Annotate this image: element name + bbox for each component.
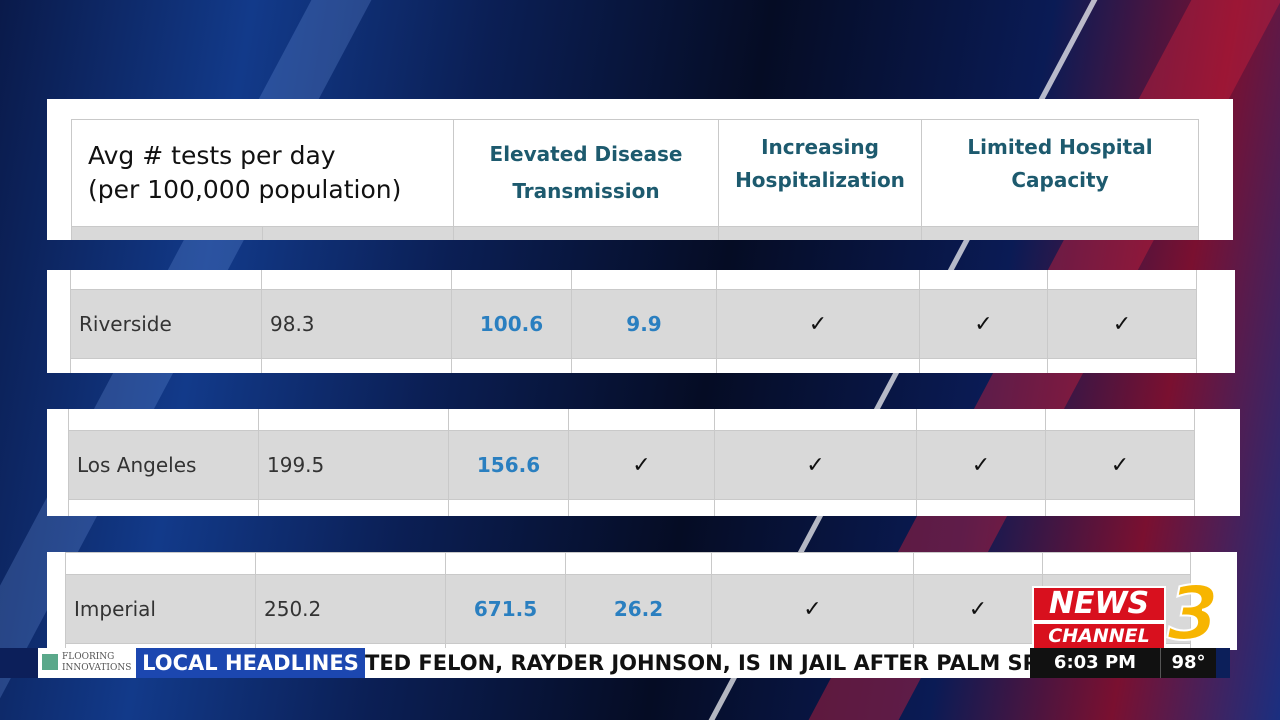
sponsor-line: FLOORING bbox=[62, 652, 115, 662]
table-cell: 156.6 bbox=[448, 430, 569, 500]
cell-top bbox=[568, 409, 715, 431]
header-line: Increasing bbox=[761, 135, 879, 159]
table-cell: 98.3 bbox=[261, 289, 452, 359]
cell-top bbox=[714, 409, 917, 431]
table-cell: 199.5 bbox=[258, 430, 449, 500]
ticker: FLOORING INNOVATIONS LOCAL HEADLINES TED… bbox=[0, 648, 1230, 678]
header-line: Avg # tests per day bbox=[88, 141, 336, 170]
row-panel: Los Angeles 199.5 156.6 ✓ ✓ ✓ ✓ bbox=[47, 409, 1240, 516]
header-cell: Avg # tests per day (per 100,000 populat… bbox=[71, 119, 454, 227]
logo: NEWS CHANNEL 3 bbox=[1030, 576, 1225, 652]
cell-top bbox=[711, 552, 914, 575]
cell-bottom bbox=[451, 358, 572, 373]
cell-top bbox=[261, 270, 452, 290]
cell-top bbox=[916, 409, 1046, 431]
table-cell: ✓ bbox=[916, 430, 1046, 500]
cell-top bbox=[716, 270, 920, 290]
table-cell: ✓ bbox=[1045, 430, 1195, 500]
table-cell: ✓ bbox=[714, 430, 917, 500]
strip bbox=[921, 226, 1199, 240]
table-cell: ✓ bbox=[1047, 289, 1197, 359]
cell-bottom bbox=[1045, 499, 1195, 516]
sponsor: FLOORING INNOVATIONS bbox=[38, 648, 136, 678]
header-cell: Limited Hospital Capacity bbox=[921, 119, 1199, 227]
sponsor-line: INNOVATIONS bbox=[62, 663, 132, 673]
cell-top bbox=[1047, 270, 1197, 290]
county: Imperial bbox=[65, 574, 256, 644]
cell-top bbox=[571, 270, 717, 290]
cell-top bbox=[448, 409, 569, 431]
header-line: Limited Hospital bbox=[967, 135, 1153, 159]
cell-bottom bbox=[261, 358, 452, 373]
time: 6:03 PM bbox=[1030, 648, 1160, 678]
cell-top bbox=[68, 409, 259, 431]
cell-top bbox=[565, 552, 712, 575]
cell-bottom bbox=[448, 499, 569, 516]
header-cell: Increasing Hospitalization bbox=[718, 119, 922, 227]
table-cell: ✓ bbox=[913, 574, 1043, 644]
header-line: Transmission bbox=[512, 179, 660, 203]
cell-top bbox=[451, 270, 572, 290]
header-line: (per 100,000 population) bbox=[88, 175, 402, 204]
table-cell: ✓ bbox=[568, 430, 715, 500]
logo-news: NEWS bbox=[1032, 586, 1166, 622]
cell-bottom bbox=[916, 499, 1046, 516]
table-cell: 671.5 bbox=[445, 574, 566, 644]
table-cell: 9.9 bbox=[571, 289, 717, 359]
strip bbox=[262, 226, 454, 240]
ticker-label: LOCAL HEADLINES bbox=[136, 648, 365, 678]
sponsor-icon bbox=[42, 654, 58, 670]
logo-number: 3 bbox=[1166, 571, 1220, 657]
cell-top bbox=[255, 552, 446, 575]
cell-bottom bbox=[68, 499, 259, 516]
cell-bottom bbox=[716, 358, 920, 373]
cell-top bbox=[445, 552, 566, 575]
cell-top bbox=[65, 552, 256, 575]
cell-top bbox=[70, 270, 262, 290]
table-cell: ✓ bbox=[711, 574, 914, 644]
temperature: 98° bbox=[1160, 648, 1216, 678]
cell-bottom bbox=[70, 358, 262, 373]
row-panel: Riverside 98.3 100.6 9.9 ✓ ✓ ✓ bbox=[47, 270, 1235, 373]
table-cell: 100.6 bbox=[451, 289, 572, 359]
header-line: Elevated Disease bbox=[489, 142, 683, 166]
cell-bottom bbox=[571, 358, 717, 373]
table-cell: 250.2 bbox=[255, 574, 446, 644]
county: Riverside bbox=[70, 289, 262, 359]
cell-bottom bbox=[258, 499, 449, 516]
cell-top bbox=[1045, 409, 1195, 431]
county: Los Angeles bbox=[68, 430, 259, 500]
strip bbox=[453, 226, 719, 240]
header-panel: Avg # tests per day (per 100,000 populat… bbox=[47, 99, 1233, 240]
table-cell: ✓ bbox=[716, 289, 920, 359]
headline: TED FELON, RAYDER JOHNSON, IS IN JAIL AF… bbox=[365, 648, 1030, 678]
cell-bottom bbox=[1047, 358, 1197, 373]
table-cell: 26.2 bbox=[565, 574, 712, 644]
header-cell: Elevated Disease Transmission bbox=[453, 119, 719, 227]
cell-top bbox=[919, 270, 1048, 290]
cell-top bbox=[258, 409, 449, 431]
strip bbox=[71, 226, 263, 240]
header-line: Hospitalization bbox=[735, 168, 905, 192]
table-cell: ✓ bbox=[919, 289, 1048, 359]
logo-channel: CHANNEL bbox=[1032, 622, 1166, 650]
cell-bottom bbox=[919, 358, 1048, 373]
cell-bottom bbox=[714, 499, 917, 516]
cell-top bbox=[913, 552, 1043, 575]
header-line: Capacity bbox=[1011, 168, 1109, 192]
cell-bottom bbox=[568, 499, 715, 516]
strip bbox=[718, 226, 922, 240]
